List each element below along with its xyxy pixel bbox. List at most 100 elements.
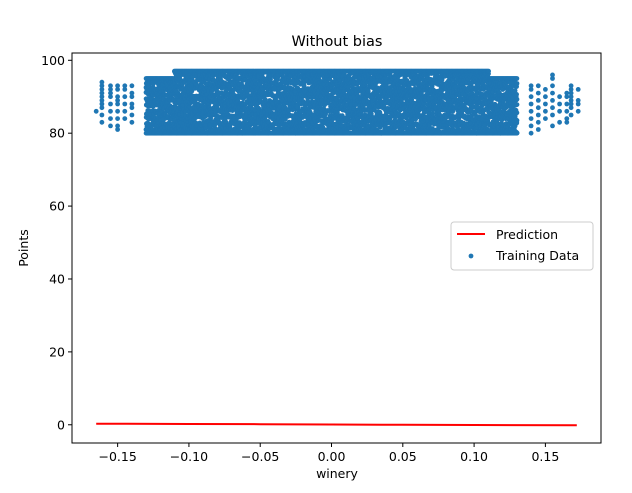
training-data-point — [318, 93, 324, 99]
training-data-point — [528, 108, 534, 114]
training-data-point — [129, 101, 135, 107]
training-data-point — [543, 116, 548, 121]
training-data-point — [535, 112, 541, 118]
legend-prediction-label: Prediction — [496, 227, 558, 242]
training-data-point — [550, 98, 555, 103]
training-data-point — [115, 127, 120, 132]
training-data-point — [129, 119, 135, 125]
training-data-points — [93, 68, 581, 136]
training-data-point — [528, 83, 534, 89]
training-data-point — [93, 108, 99, 114]
x-tick-label: −0.10 — [170, 449, 208, 464]
x-tick-label: 0.00 — [318, 449, 346, 464]
training-data-point — [115, 123, 120, 129]
training-data-point — [550, 105, 555, 111]
training-data-point — [568, 105, 574, 111]
training-data-point — [557, 119, 562, 125]
prediction-line — [96, 422, 577, 427]
training-data-point — [575, 98, 581, 103]
training-data-point — [129, 112, 135, 118]
x-tick-label: −0.15 — [98, 449, 136, 464]
x-tick-label: 0.05 — [389, 449, 417, 464]
x-tick-label: 0.15 — [531, 449, 559, 464]
training-data-point — [108, 108, 113, 114]
training-data-point — [557, 108, 562, 114]
training-data-point — [564, 94, 570, 100]
training-data-point — [535, 98, 541, 103]
legend-box — [450, 221, 594, 271]
training-data-point — [99, 94, 105, 100]
training-data-point — [535, 90, 541, 96]
training-data-point — [568, 87, 574, 92]
x-axis: −0.15 −0.10 −0.05 0.00 0.05 0.10 0.15 — [98, 443, 559, 464]
training-data-point — [528, 101, 534, 107]
training-data-point — [528, 94, 534, 100]
training-data-point — [535, 83, 541, 89]
y-tick-label: 100 — [41, 53, 65, 68]
legend: Prediction Training Data — [450, 221, 594, 271]
legend-training-data-label: Training Data — [495, 248, 579, 263]
training-data-point — [543, 101, 548, 107]
training-data-point — [335, 110, 340, 115]
training-data-point — [430, 111, 435, 116]
training-data-point — [535, 127, 541, 132]
training-data-point — [543, 108, 548, 114]
training-data-point — [514, 118, 520, 123]
training-data-point — [550, 112, 555, 118]
chart-title: Without bias — [292, 34, 383, 50]
training-data-point — [99, 105, 105, 111]
training-data-point — [514, 110, 520, 116]
prediction-line-layer — [96, 422, 577, 427]
training-data-point — [568, 83, 574, 89]
training-data-point — [550, 90, 555, 96]
training-data-point — [564, 119, 570, 125]
y-tick-label: 40 — [49, 271, 65, 286]
legend-training-data-swatch — [468, 253, 474, 259]
x-tick-label: −0.05 — [241, 449, 279, 464]
training-data-point — [99, 79, 105, 85]
training-data-point — [305, 96, 310, 101]
y-tick-label: 80 — [49, 126, 65, 141]
training-data-point — [99, 83, 105, 89]
training-data-point — [564, 101, 570, 107]
training-data-point — [514, 102, 520, 107]
training-data-point — [99, 119, 105, 125]
training-data-point — [568, 90, 574, 96]
training-data-point — [268, 77, 273, 82]
axes-frame — [71, 52, 602, 444]
y-axis-label: Points — [16, 229, 31, 267]
training-data-point — [514, 92, 519, 97]
y-tick-label: 0 — [57, 417, 65, 432]
training-data-point — [564, 108, 570, 114]
training-data-point — [568, 112, 574, 118]
training-data-point — [115, 94, 120, 100]
x-axis-label: winery — [316, 466, 358, 481]
training-data-point — [122, 101, 128, 107]
training-data-point — [115, 108, 120, 114]
training-data-point — [575, 108, 581, 114]
training-data-point — [550, 123, 555, 129]
training-data-point — [486, 68, 491, 74]
training-data-point — [528, 87, 534, 92]
training-data-point — [575, 87, 581, 92]
training-data-point — [122, 83, 128, 89]
training-data-point — [115, 116, 120, 121]
training-data-point — [575, 101, 581, 107]
training-data-point — [528, 116, 534, 121]
training-data-point — [115, 98, 120, 103]
training-data-point — [122, 116, 128, 121]
training-data-point — [557, 94, 562, 100]
training-data-point — [129, 94, 135, 100]
training-data-point — [99, 98, 105, 103]
training-data-point — [108, 94, 113, 100]
training-data-point — [129, 105, 135, 111]
training-data-point — [564, 90, 570, 96]
training-data-point — [568, 94, 574, 100]
training-data-point — [557, 101, 562, 107]
training-data-point — [99, 101, 105, 107]
training-data-point — [122, 108, 128, 114]
training-data-point — [108, 101, 113, 107]
training-data-point — [535, 119, 541, 125]
